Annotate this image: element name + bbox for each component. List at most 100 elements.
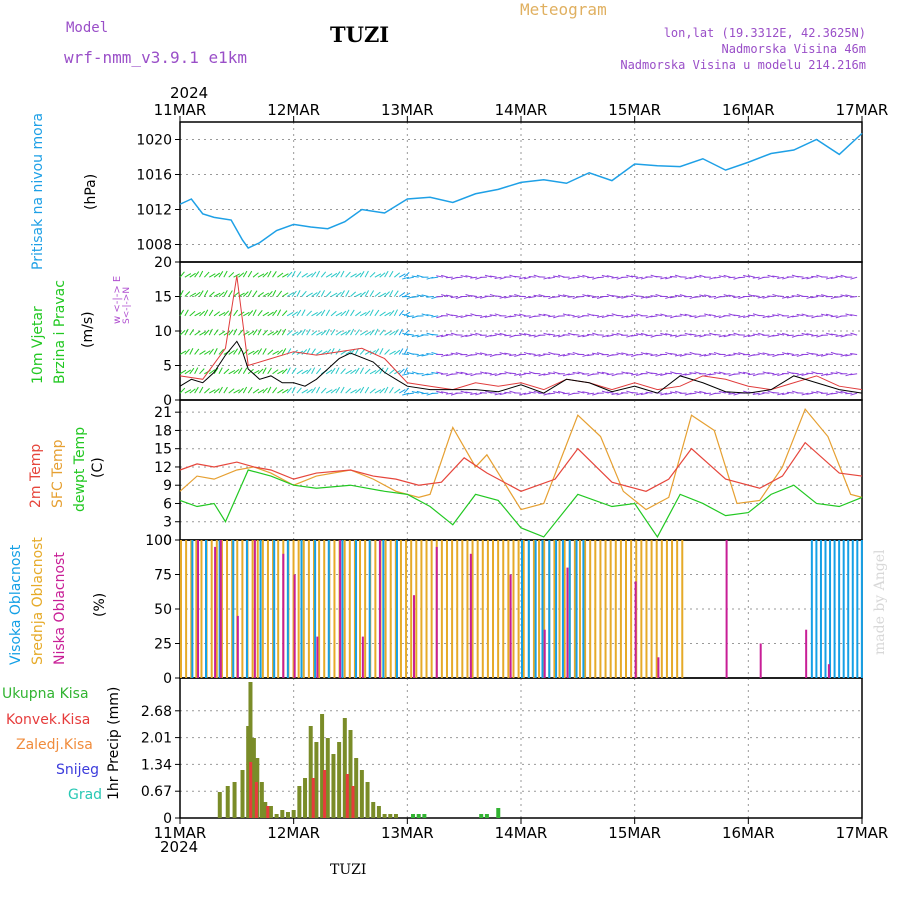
wind-arrow <box>587 392 595 395</box>
wind-arrow <box>257 368 264 375</box>
wind-arrow <box>704 373 712 377</box>
wind-arrow <box>660 332 668 336</box>
wind-arrow <box>320 309 326 317</box>
wind-arrow <box>830 333 838 336</box>
wind-arrow <box>389 387 394 394</box>
wind-arrow <box>379 272 386 278</box>
wind-arrow <box>281 328 287 336</box>
wind-arrow <box>567 352 575 355</box>
wind-arrow <box>548 333 556 336</box>
wind-arrow <box>782 276 790 280</box>
wind-arrow <box>718 371 726 375</box>
wind-arrow <box>523 296 531 299</box>
precip-conv-bar <box>345 774 349 818</box>
wind-arrow <box>320 271 327 278</box>
wind-arrow <box>440 373 448 375</box>
precip-legend-frozen: Zaledj.Kisa <box>16 737 93 753</box>
wind-arrow <box>611 333 619 336</box>
wind-arrow <box>752 294 760 297</box>
wind-arrow <box>398 348 404 355</box>
low-cloud-bar <box>361 636 364 678</box>
wind-arrow <box>340 331 348 336</box>
wind-arrow <box>384 386 389 394</box>
wind-arrow <box>601 274 609 278</box>
wind-arrow <box>379 329 385 336</box>
wind-arrow <box>489 391 497 394</box>
wind-arrow <box>738 371 746 375</box>
wind-arrow <box>247 387 253 394</box>
x-tick-label-bottom: 14MAR <box>495 824 548 842</box>
wind-arrow <box>286 367 291 375</box>
wind-arrow <box>762 352 770 355</box>
wind-arrow <box>257 348 263 355</box>
precip-conv-bar <box>323 770 327 818</box>
wind-arrow <box>733 352 741 355</box>
wind-arrow <box>650 315 658 318</box>
wind-arrow <box>311 311 318 317</box>
wind-arrow <box>718 390 726 394</box>
mid-cloud-bar <box>200 540 203 678</box>
wind-arrow <box>384 270 389 278</box>
wind-arrow <box>484 372 492 375</box>
mid-cloud-bar <box>190 540 193 678</box>
wind-arrow <box>350 291 357 297</box>
wind-arrow <box>374 348 380 355</box>
wind-arrow <box>786 296 794 299</box>
mid-cloud-bar <box>210 540 213 678</box>
mid-cloud-bar <box>215 540 218 678</box>
wind-arrow <box>645 315 653 319</box>
wind-arrow <box>791 295 799 297</box>
mid-cloud-bar <box>630 540 633 678</box>
wind-arrow <box>262 292 270 297</box>
wind-arrow <box>445 353 453 357</box>
high-cloud-bar <box>355 540 358 678</box>
precip-conv-bar <box>254 782 258 818</box>
lonlat-text: lon,lat (19.3312E, 42.3625N) <box>663 26 866 40</box>
y-tick-label: 0.67 <box>141 784 172 800</box>
wind-arrow <box>674 353 682 357</box>
wind-arrow <box>835 275 843 278</box>
precip-total-bar <box>320 714 325 818</box>
wind-arrow <box>606 334 614 337</box>
mid-cloud-bar <box>399 540 402 678</box>
wind-arrow <box>796 275 804 278</box>
wind-arrow <box>635 373 643 377</box>
wind-arrow <box>262 387 268 394</box>
wind-arrow <box>450 352 458 355</box>
wind-arrow <box>504 352 512 355</box>
mid-cloud-bar <box>405 540 408 678</box>
wind-arrow <box>509 315 517 318</box>
wind-arrow <box>635 333 643 336</box>
wind-arrow <box>262 311 270 317</box>
wind-arrow <box>228 369 236 375</box>
wind-arrow <box>403 348 408 355</box>
wind-arrow <box>465 275 473 278</box>
wind-arrow <box>772 314 780 317</box>
y-tick-label: 0 <box>163 533 172 549</box>
wind-arrow <box>384 291 390 297</box>
mid-cloud-bar <box>614 540 617 678</box>
wind-arrow <box>777 276 785 280</box>
y-tick-label: 1020 <box>136 133 172 149</box>
mid-cloud-bar <box>589 540 592 678</box>
y-tick-label: 10 <box>154 324 172 340</box>
wind-arrow <box>480 371 488 375</box>
wind-arrow <box>582 373 590 375</box>
wind-arrow <box>460 334 468 338</box>
wind-arrow <box>291 386 296 394</box>
wind-arrow <box>489 275 497 278</box>
wind-arrow <box>786 352 794 355</box>
wind-arrow <box>708 314 716 317</box>
wind-arrow <box>345 290 350 297</box>
wind-arrow <box>311 348 316 355</box>
wind-arrow <box>660 313 668 317</box>
wind-arrow <box>340 310 347 317</box>
wind-arrow <box>296 290 301 297</box>
x-tick-label-top: 14MAR <box>495 101 548 119</box>
wind-arrow <box>416 390 424 394</box>
wind-arrow <box>311 367 316 375</box>
y-tick-label: 1016 <box>136 168 172 184</box>
wind-arrow <box>728 333 736 336</box>
wind-arrow <box>184 369 192 375</box>
wind-arrow <box>850 296 858 298</box>
